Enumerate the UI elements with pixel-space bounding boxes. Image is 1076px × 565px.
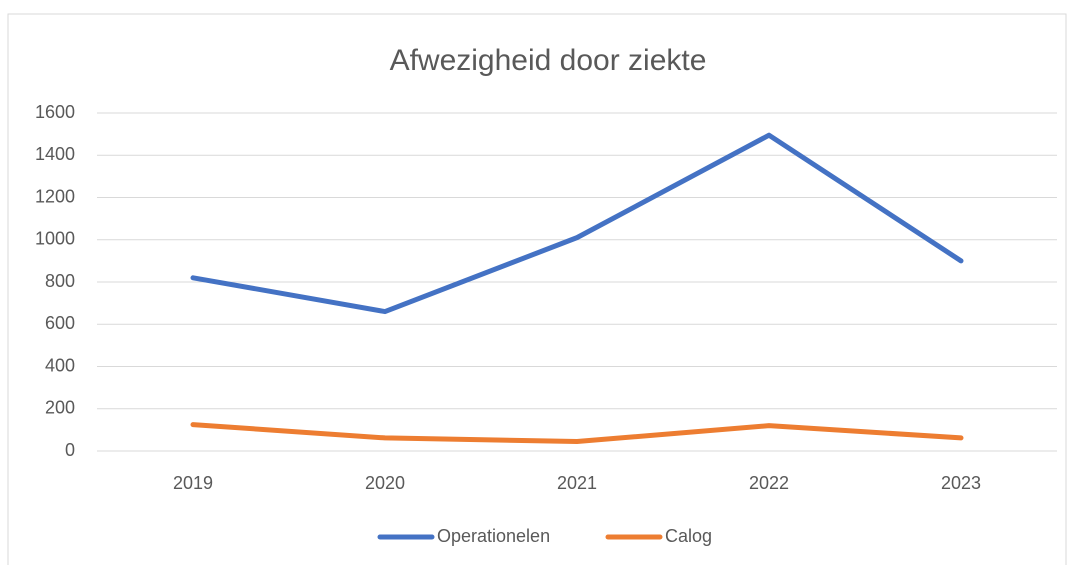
y-tick-label: 200: [45, 398, 75, 418]
y-tick-label: 1200: [35, 186, 75, 206]
y-tick-label: 800: [45, 271, 75, 291]
legend-label: Calog: [665, 526, 712, 546]
series-line: [190, 132, 964, 315]
y-tick-label: 1400: [35, 144, 75, 164]
x-tick-label: 2022: [749, 473, 789, 493]
chart-title: Afwezigheid door ziekte: [390, 44, 707, 77]
x-tick-label: 2021: [557, 473, 597, 493]
y-tick-label: 1600: [35, 102, 75, 122]
x-tick-label: 2020: [365, 473, 405, 493]
chart-frame: [7, 13, 1067, 565]
x-tick-label: 2019: [173, 473, 213, 493]
y-tick-label: 0: [65, 440, 75, 460]
legend-label: Operationelen: [437, 526, 550, 546]
series-line: [190, 422, 964, 444]
y-tick-label: 400: [45, 355, 75, 375]
x-tick-label: 2023: [941, 473, 981, 493]
y-tick-label: 600: [45, 313, 75, 333]
y-tick-label: 1000: [35, 229, 75, 249]
